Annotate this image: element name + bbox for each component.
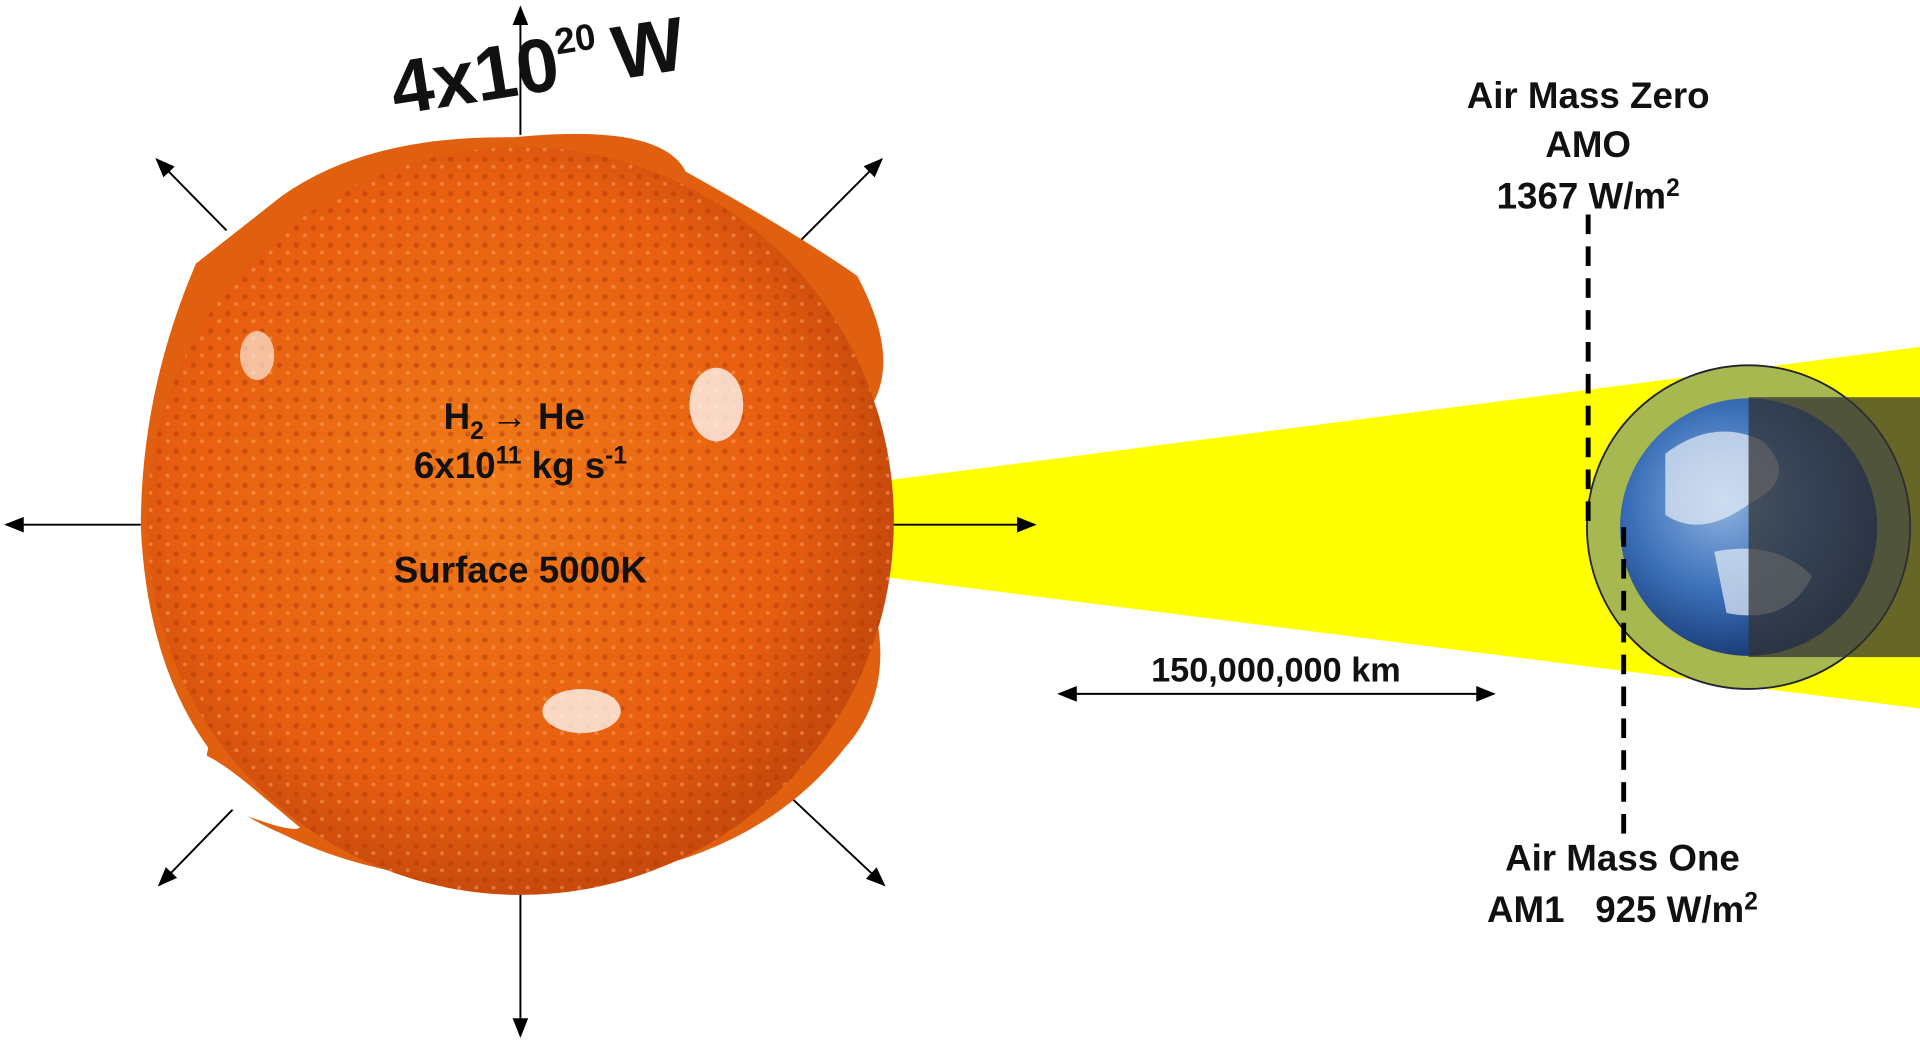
am0-name: Air Mass Zero [1467, 75, 1710, 116]
am0-code: AMO [1545, 124, 1631, 165]
power-label: 4x1020 W [385, 1, 691, 131]
rate-unit: kg s [521, 445, 605, 486]
power-unit: W [606, 1, 690, 96]
am1-irradiance-value: AM1 925 W/m [1487, 889, 1744, 930]
power-exponent: 20 [552, 16, 599, 63]
reaction-label: H2 → He [444, 396, 585, 445]
rate-label: 6x1011 kg s-1 [414, 442, 627, 486]
rate-base: 6x10 [414, 445, 496, 486]
rate-exponent: 11 [496, 442, 522, 469]
earth [1586, 364, 1920, 690]
sun [140, 133, 894, 895]
reaction-right: → He [491, 396, 585, 437]
am1-name: Air Mass One [1505, 837, 1740, 878]
am0-irradiance: 1367 W/m2 [1497, 175, 1680, 216]
distance-label: 150,000,000 km [1151, 652, 1401, 690]
surface-label: Surface 5000K [394, 549, 648, 590]
reaction-left: H [444, 396, 471, 437]
reaction-subscript: 2 [470, 418, 484, 445]
am0-irradiance-value: 1367 W/m [1497, 175, 1666, 216]
am1-irradiance: AM1 925 W/m2 [1487, 889, 1758, 930]
rate-unit-exponent: -1 [605, 442, 627, 469]
am1-irradiance-exponent: 2 [1744, 889, 1758, 916]
am0-irradiance-exponent: 2 [1666, 175, 1680, 202]
air-mass-lines [1585, 214, 1627, 834]
power-base: 4x10 [385, 21, 565, 131]
